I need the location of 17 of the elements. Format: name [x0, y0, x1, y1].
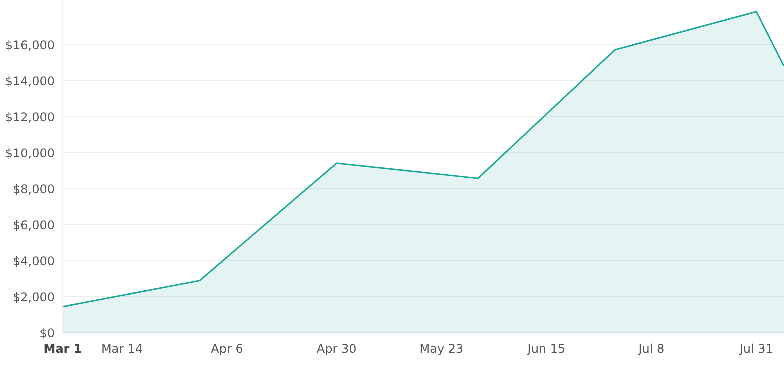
x-tick-label: May 23	[420, 342, 464, 356]
x-tick-label: Jul 8	[638, 342, 665, 356]
y-tick-label: $8,000	[13, 182, 55, 196]
y-tick-label: $2,000	[13, 290, 55, 304]
x-tick-label: Mar 14	[101, 342, 144, 356]
y-tick-label: $12,000	[5, 110, 55, 124]
y-tick-label: $14,000	[5, 74, 55, 88]
y-tick-label: $16,000	[5, 38, 55, 52]
x-tick-label: Jul 31	[738, 342, 774, 356]
y-tick-label: $6,000	[13, 218, 55, 232]
x-tick-label: Apr 30	[316, 342, 357, 356]
x-tick-label: Apr 6	[211, 342, 244, 356]
y-tick-label: $4,000	[13, 254, 55, 268]
y-tick-label: $10,000	[5, 146, 55, 160]
x-tick-label: Mar 1	[44, 342, 82, 356]
y-tick-label: $0	[40, 326, 55, 340]
x-tick-label: Jun 15	[526, 342, 566, 356]
